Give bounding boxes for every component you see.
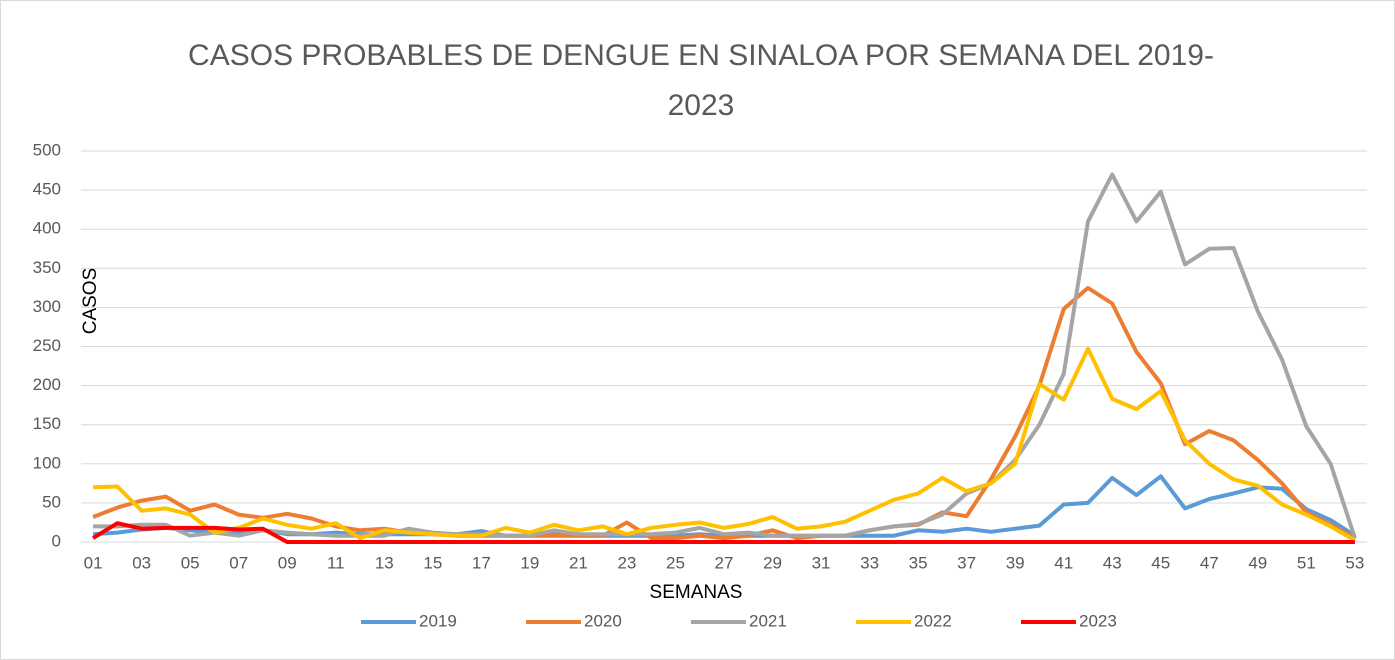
series-line [92, 285, 1356, 541]
x-tick-label: 47 [1200, 553, 1219, 572]
y-tick-label: 50 [42, 492, 61, 511]
x-tick-label: 33 [860, 553, 879, 572]
x-tick-label: 45 [1151, 553, 1170, 572]
legend-label: 2021 [749, 611, 787, 630]
x-tick-label: 41 [1054, 553, 1073, 572]
x-tick-label: 05 [181, 553, 200, 572]
y-tick-label: 150 [33, 414, 61, 433]
series-line [93, 172, 1357, 539]
x-tick-label: 01 [84, 553, 103, 572]
x-tick-label: 53 [1345, 553, 1364, 572]
x-tick-label: 09 [278, 553, 297, 572]
x-tick-label: 15 [423, 553, 442, 572]
x-tick-label: 23 [617, 553, 636, 572]
y-tick-label: 500 [33, 140, 61, 159]
y-axis-label: CASOS [80, 268, 101, 335]
x-tick-label: 21 [569, 553, 588, 572]
x-tick-label: 37 [957, 553, 976, 572]
x-tick-label: 03 [132, 553, 151, 572]
x-tick-label: 29 [763, 553, 782, 572]
x-tick-label: 19 [520, 553, 539, 572]
y-tick-label: 250 [33, 336, 61, 355]
x-axis-label: SEMANAS [650, 582, 743, 603]
x-tick-label: 07 [229, 553, 248, 572]
y-tick-label: 350 [33, 258, 61, 277]
x-tick-label: 43 [1103, 553, 1122, 572]
x-tick-label: 31 [812, 553, 831, 572]
y-tick-label: 400 [33, 219, 61, 238]
series-line [92, 521, 1355, 544]
x-tick-label: 25 [666, 553, 685, 572]
legend-label: 2020 [584, 611, 622, 630]
x-tick-label: 13 [375, 553, 394, 572]
y-tick-label: 100 [33, 453, 61, 472]
y-tick-label: 0 [52, 531, 61, 550]
x-tick-label: 27 [715, 553, 734, 572]
x-tick-label: 11 [327, 553, 345, 572]
chart-title: CASOS PROBABLES DE DENGUE EN SINALOA POR… [188, 39, 1214, 122]
x-tick-label: 35 [909, 553, 928, 572]
y-tick-label: 450 [33, 180, 61, 199]
x-tick-label: 17 [472, 553, 491, 572]
legend-label: 2022 [914, 611, 952, 630]
x-tick-label: 49 [1248, 553, 1267, 572]
x-tick-label: 51 [1297, 553, 1316, 572]
x-tick-label: 39 [1006, 553, 1025, 572]
y-tick-label: 200 [33, 375, 61, 394]
series-line [93, 346, 1356, 543]
legend-label: 2019 [419, 611, 457, 630]
y-tick-label: 300 [33, 297, 61, 316]
legend-label: 2023 [1079, 611, 1117, 630]
